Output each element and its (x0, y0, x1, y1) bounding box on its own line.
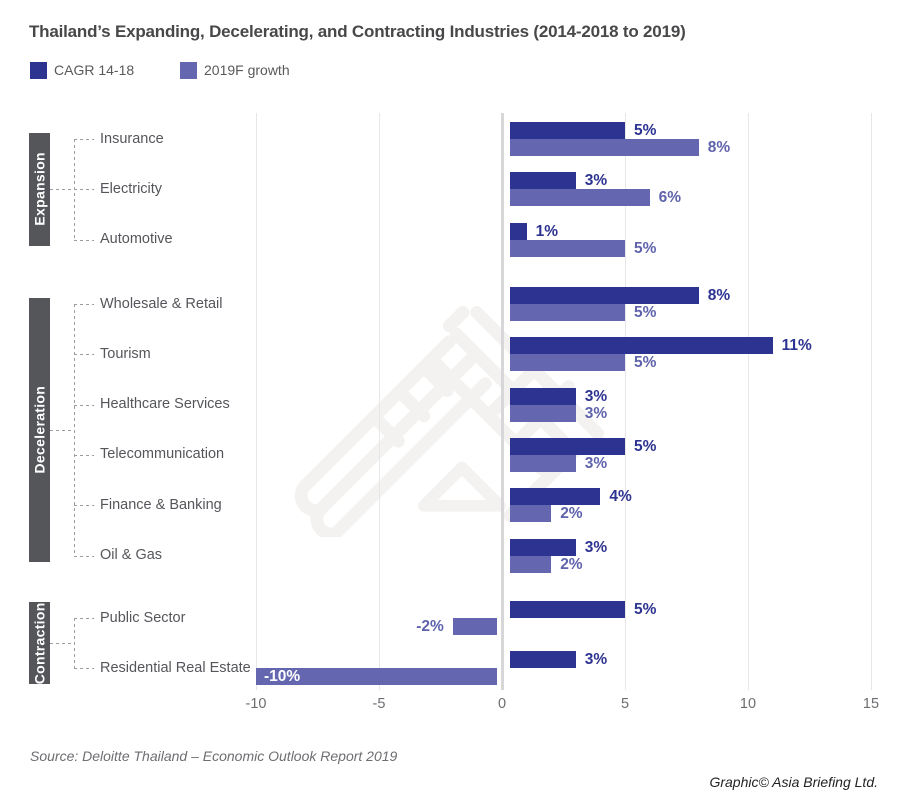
value-label-growth-2019f-oil-gas: 2% (560, 555, 583, 573)
value-label-cagr-public-sector: 5% (634, 601, 657, 618)
bracket-spine-contraction (74, 618, 75, 669)
connector-label-telecommunication (74, 454, 94, 456)
tick-label-10: 10 (739, 696, 757, 712)
value-label-cagr-finance-banking: 4% (609, 488, 632, 506)
connector-label-public-sector (74, 618, 94, 619)
connector-label-residential-real-estate (74, 668, 94, 670)
connector-label-tourism (74, 354, 94, 356)
bar-growth-2019f-oil-gas (510, 555, 552, 573)
tick-label--10: -10 (245, 696, 267, 712)
gridline--5 (379, 113, 380, 690)
connector-label-finance-banking (74, 505, 94, 507)
bracket-spine-expansion (74, 139, 75, 240)
value-label-cagr-automotive: 1% (535, 222, 558, 240)
bar-cagr-telecommunication (510, 437, 625, 455)
industry-label-electricity: Electricity (100, 180, 163, 197)
connector-label-automotive (74, 239, 94, 241)
bracket-spine-deceleration (74, 304, 75, 556)
industry-label-wholesale-retail: Wholesale & Retail (100, 295, 223, 312)
value-label-growth-2019f-automotive: 5% (634, 239, 657, 257)
bar-cagr-oil-gas (510, 538, 576, 556)
value-label-growth-2019f-electricity: 6% (658, 189, 681, 207)
group-label-deceleration: Deceleration (29, 298, 50, 562)
value-label-cagr-healthcare-services: 3% (584, 387, 608, 405)
industry-label-finance-banking: Finance & Banking (100, 496, 222, 513)
value-label-cagr-insurance: 5% (634, 122, 657, 139)
legend-swatch-2019f-growth (180, 62, 197, 79)
bar-growth-2019f-healthcare-services (510, 404, 576, 422)
bar-cagr-wholesale-retail (510, 287, 699, 304)
value-label-cagr-tourism: 11% (781, 337, 812, 355)
gridline-0 (500, 113, 504, 690)
value-label-growth-2019f-wholesale-retail: 5% (634, 304, 657, 321)
value-label-cagr-residential-real-estate: 3% (584, 651, 608, 669)
connector-label-wholesale-retail (74, 304, 94, 305)
value-label-cagr-telecommunication: 5% (634, 437, 657, 455)
value-label-cagr-electricity: 3% (584, 172, 608, 190)
value-label-growth-2019f-public-sector: -2% (416, 618, 444, 635)
bar-growth-2019f-telecommunication (510, 454, 576, 472)
connector-label-electricity (74, 189, 94, 191)
industry-label-oil-gas: Oil & Gas (100, 547, 163, 563)
value-label-growth-2019f-tourism: 5% (634, 354, 657, 372)
chart-title: Thailand’s Expanding, Decelerating, and … (29, 22, 686, 41)
bar-cagr-residential-real-estate (510, 651, 576, 669)
bracket-stub-contraction (50, 643, 74, 645)
value-label-growth-2019f-finance-banking: 2% (560, 505, 583, 523)
value-label-growth-2019f-insurance: 8% (707, 139, 731, 156)
bar-growth-2019f-finance-banking (510, 505, 552, 523)
industry-label-automotive: Automotive (100, 231, 173, 248)
bar-growth-2019f-residential-real-estate (256, 668, 497, 686)
value-label-growth-2019f-telecommunication: 3% (584, 454, 608, 472)
connector-label-healthcare-services (74, 404, 94, 406)
industry-label-insurance: Insurance (100, 130, 164, 147)
bar-cagr-automotive (510, 222, 527, 240)
legend-label: 2019F growth (204, 62, 290, 78)
tick-label-15: 15 (862, 696, 880, 712)
tick-label-0: 0 (497, 696, 507, 712)
bar-growth-2019f-public-sector (452, 618, 497, 635)
bar-growth-2019f-automotive (510, 239, 625, 257)
bar-cagr-tourism (510, 337, 773, 355)
value-label-cagr-wholesale-retail: 8% (707, 287, 731, 304)
bar-cagr-electricity (510, 172, 576, 190)
industry-label-telecommunication: Telecommunication (100, 446, 225, 463)
bar-cagr-healthcare-services (510, 387, 576, 405)
bracket-stub-deceleration (50, 429, 74, 431)
value-label-growth-2019f-healthcare-services: 3% (584, 404, 608, 422)
legend-label: CAGR 14-18 (54, 62, 135, 78)
group-label-text: Expansion (31, 152, 48, 227)
credit-note: Graphic© Asia Briefing Ltd. (709, 774, 878, 790)
value-label-growth-2019f-residential-real-estate: -10% (264, 668, 301, 686)
gridline--10 (256, 113, 257, 690)
connector-label-insurance (74, 139, 94, 140)
bar-cagr-insurance (510, 122, 625, 139)
connector-label-oil-gas (74, 555, 94, 557)
source-note: Source: Deloitte Thailand – Economic Out… (30, 748, 398, 764)
bracket-stub-expansion (50, 189, 74, 191)
group-label-expansion: Expansion (29, 133, 50, 246)
bar-cagr-finance-banking (510, 488, 601, 506)
industry-label-public-sector: Public Sector (100, 609, 186, 626)
bar-growth-2019f-electricity (510, 189, 650, 207)
group-label-contraction: Contraction (29, 602, 50, 685)
industry-label-residential-real-estate: Residential Real Estate (100, 659, 251, 676)
bar-growth-2019f-wholesale-retail (510, 304, 625, 321)
group-label-text: Contraction (31, 602, 48, 685)
industry-label-healthcare-services: Healthcare Services (100, 396, 230, 413)
gridline-15 (871, 113, 872, 690)
legend-swatch-cagr-14-18 (30, 62, 47, 79)
bar-growth-2019f-insurance (510, 139, 699, 156)
group-label-text: Deceleration (31, 385, 48, 474)
bar-growth-2019f-tourism (510, 354, 625, 372)
gridline-5 (625, 113, 626, 690)
value-label-cagr-oil-gas: 3% (584, 538, 608, 556)
tick-label-5: 5 (620, 696, 630, 712)
bar-cagr-public-sector (510, 601, 625, 618)
tick-label--5: -5 (372, 696, 386, 712)
gridline-10 (748, 113, 749, 690)
industry-label-tourism: Tourism (100, 345, 151, 362)
